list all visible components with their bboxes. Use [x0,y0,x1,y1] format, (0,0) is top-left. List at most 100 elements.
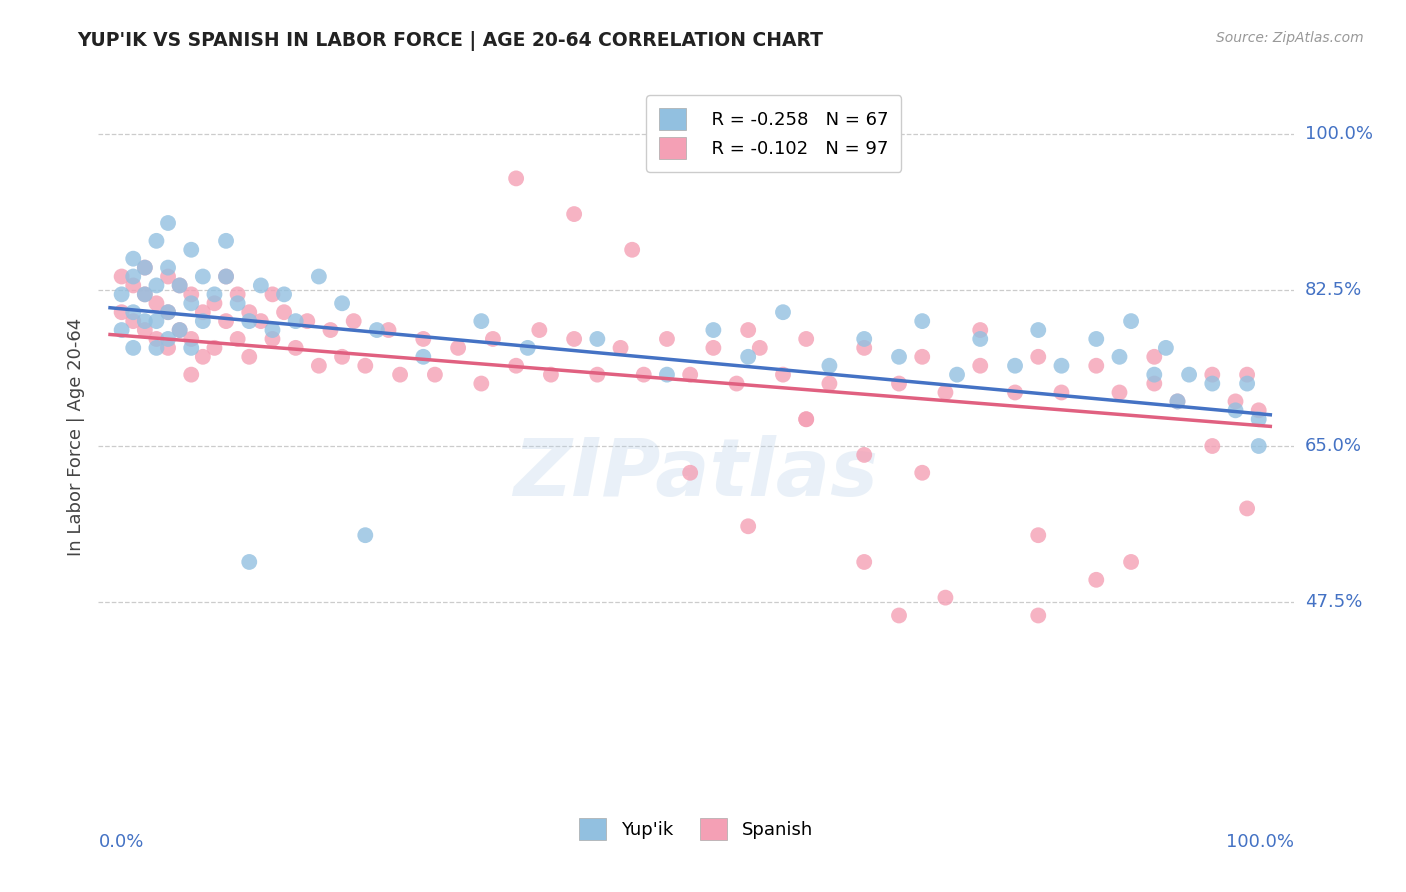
Point [772,305,794,319]
Point [1201,368,1223,382]
Point [191,314,214,328]
Point [1247,412,1270,426]
Point [157,341,180,355]
Point [145,341,167,355]
Point [180,243,202,257]
Point [562,207,585,221]
Text: 0.0%: 0.0% [98,833,143,851]
Point [1166,394,1188,409]
Legend: Yup'ik, Spanish: Yup'ik, Spanish [569,808,823,848]
Point [1108,350,1130,364]
Point [1201,439,1223,453]
Point [180,296,202,310]
Point [853,555,876,569]
Point [911,466,934,480]
Point [1225,403,1247,417]
Point [134,314,156,328]
Point [389,368,412,382]
Point [423,368,446,382]
Point [516,341,538,355]
Point [308,359,330,373]
Point [969,359,991,373]
Point [180,341,202,355]
Point [191,305,214,319]
Point [772,368,794,382]
Point [887,350,910,364]
Point [1225,394,1247,409]
Point [794,332,817,346]
Point [145,314,167,328]
Point [586,332,609,346]
Point [377,323,399,337]
Point [157,305,180,319]
Point [470,376,492,391]
Point [157,305,180,319]
Point [180,368,202,382]
Y-axis label: In Labor Force | Age 20-64: In Labor Force | Age 20-64 [66,318,84,557]
Point [1201,376,1223,391]
Point [1236,376,1258,391]
Point [1143,368,1166,382]
Point [1178,368,1201,382]
Point [169,278,191,293]
Point [250,314,273,328]
Point [354,359,377,373]
Point [250,278,273,293]
Point [1050,359,1073,373]
Point [157,332,180,346]
Point [134,287,156,301]
Point [134,260,156,275]
Point [262,287,284,301]
Point [1143,350,1166,364]
Point [134,287,156,301]
Point [586,368,609,382]
Point [887,376,910,391]
Text: 100.0%: 100.0% [1226,833,1294,851]
Point [1085,573,1108,587]
Point [122,269,145,284]
Point [226,296,249,310]
Point [122,278,145,293]
Point [609,341,631,355]
Point [157,216,180,230]
Point [853,332,876,346]
Text: 100.0%: 100.0% [1305,125,1372,143]
Point [794,412,817,426]
Point [215,234,238,248]
Point [169,278,191,293]
Point [215,314,238,328]
Point [343,314,366,328]
Point [191,350,214,364]
Point [111,305,134,319]
Point [505,171,527,186]
Point [818,376,841,391]
Point [748,341,770,355]
Point [1026,323,1049,337]
Point [180,287,202,301]
Point [204,287,226,301]
Text: ZIPatlas: ZIPatlas [513,434,879,513]
Point [1004,385,1026,400]
Point [330,296,353,310]
Point [204,341,226,355]
Point [853,448,876,462]
Point [412,332,434,346]
Point [262,323,284,337]
Point [934,385,956,400]
Point [737,519,759,533]
Point [655,368,678,382]
Point [1108,385,1130,400]
Point [191,269,214,284]
Point [911,314,934,328]
Point [169,323,191,337]
Point [1085,359,1108,373]
Point [145,234,167,248]
Text: 47.5%: 47.5% [1305,593,1362,611]
Point [737,350,759,364]
Point [238,555,260,569]
Point [215,269,238,284]
Point [215,269,238,284]
Point [134,260,156,275]
Point [297,314,319,328]
Point [794,412,817,426]
